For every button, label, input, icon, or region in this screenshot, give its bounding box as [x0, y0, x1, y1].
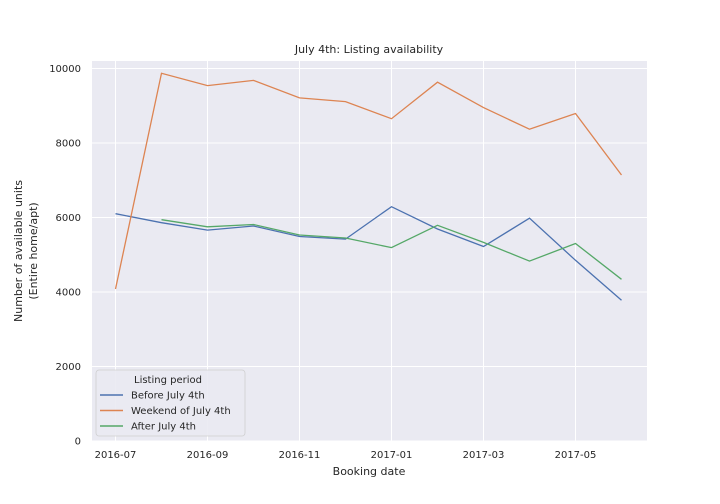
y-axis-label-line-1: Number of available units	[12, 180, 25, 322]
x-tick-label: 2017-03	[463, 450, 505, 461]
y-tick-label: 10000	[49, 64, 81, 75]
legend-items: Before July 4th Weekend of July 4th After …	[100, 391, 231, 433]
y-axis-label-line-2: (Entire home/apt)	[27, 202, 40, 299]
x-axis-label: Booking date	[333, 465, 406, 478]
legend-label-after-july-4th: After July 4th	[131, 422, 196, 433]
y-tick-label: 6000	[56, 213, 81, 224]
y-axis-ticks: 0 2000 4000 6000 8000 10000	[49, 64, 81, 448]
y-tick-label: 4000	[56, 287, 81, 298]
grid-lines	[92, 61, 647, 442]
legend-label-before-july-4th: Before July 4th	[131, 391, 205, 402]
x-tick-label: 2016-11	[279, 450, 321, 461]
series-line-after-july-4th	[161, 219, 622, 280]
series-line-before-july-4th	[115, 205, 622, 301]
y-tick-label: 0	[75, 437, 81, 448]
chart-title: July 4th: Listing availability	[294, 43, 444, 56]
x-tick-label: 2017-05	[555, 450, 597, 461]
x-tick-label: 2016-09	[187, 450, 229, 461]
x-axis-ticks: 2016-07 2016-09 2016-11 2017-01 2017-03 2017-…	[95, 450, 597, 461]
y-tick-label: 8000	[56, 138, 81, 149]
legend-title: Listing period	[134, 375, 202, 386]
x-tick-label: 2017-01	[371, 450, 413, 461]
y-tick-label: 2000	[56, 362, 81, 373]
x-tick-label: 2016-07	[95, 450, 137, 461]
series-lines	[114, 72, 623, 301]
legend-label-weekend-of-july-4th: Weekend of July 4th	[131, 406, 231, 417]
legend-box	[95, 369, 246, 437]
legend: Listing period Before July 4th Weekend of…	[95, 369, 246, 437]
series-line-weekend-of-july-4th	[114, 72, 623, 290]
